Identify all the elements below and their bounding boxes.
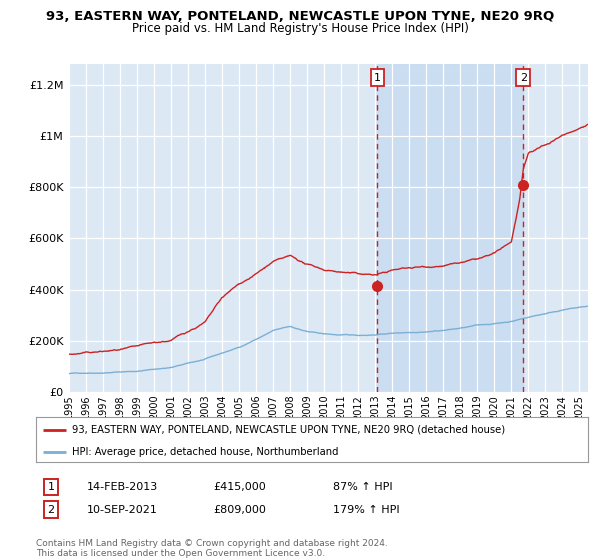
Text: 14-FEB-2013: 14-FEB-2013	[87, 482, 158, 492]
Text: 87% ↑ HPI: 87% ↑ HPI	[333, 482, 392, 492]
Text: Contains HM Land Registry data © Crown copyright and database right 2024.
This d: Contains HM Land Registry data © Crown c…	[36, 539, 388, 558]
Text: 10-SEP-2021: 10-SEP-2021	[87, 505, 158, 515]
Text: 179% ↑ HPI: 179% ↑ HPI	[333, 505, 400, 515]
Text: 1: 1	[374, 73, 381, 82]
Text: 1: 1	[47, 482, 55, 492]
Text: HPI: Average price, detached house, Northumberland: HPI: Average price, detached house, Nort…	[72, 447, 338, 457]
Text: 2: 2	[520, 73, 527, 82]
Text: 93, EASTERN WAY, PONTELAND, NEWCASTLE UPON TYNE, NE20 9RQ: 93, EASTERN WAY, PONTELAND, NEWCASTLE UP…	[46, 10, 554, 23]
Text: 2: 2	[47, 505, 55, 515]
Bar	[377, 64, 523, 392]
Text: 93, EASTERN WAY, PONTELAND, NEWCASTLE UPON TYNE, NE20 9RQ (detached house): 93, EASTERN WAY, PONTELAND, NEWCASTLE UP…	[72, 424, 505, 435]
Text: £809,000: £809,000	[213, 505, 266, 515]
Text: £415,000: £415,000	[213, 482, 266, 492]
Text: Price paid vs. HM Land Registry's House Price Index (HPI): Price paid vs. HM Land Registry's House …	[131, 22, 469, 35]
